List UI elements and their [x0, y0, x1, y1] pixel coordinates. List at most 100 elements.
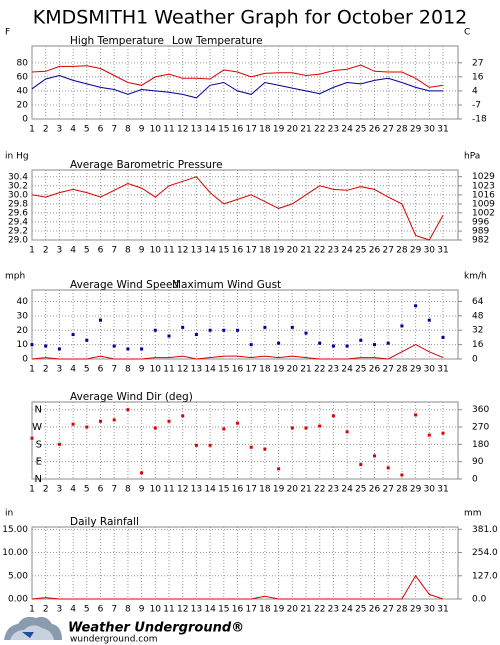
x-tick-label: 8: [125, 485, 131, 495]
x-tick-label: 10: [150, 365, 162, 375]
point: [167, 334, 171, 338]
x-tick-label: 16: [232, 485, 244, 495]
y2-tick-label: 1023: [472, 181, 495, 191]
x-tick-label: 26: [369, 605, 381, 615]
legend-entry: High Temperature: [70, 35, 164, 47]
series-line: [31, 344, 444, 360]
x-tick-label: 1: [29, 125, 35, 135]
y-tick-label: 10.00: [2, 548, 28, 558]
x-tick-label: 29: [410, 485, 422, 495]
x-tick-label: 15: [218, 365, 229, 375]
x-tick-label: 13: [191, 365, 202, 375]
x-tick-label: 14: [204, 125, 216, 135]
y-tick-label: 40: [17, 86, 29, 96]
x-tick-label: 1: [29, 365, 35, 375]
x-tick-label: 2: [43, 246, 49, 256]
x-tick-label: 14: [204, 485, 216, 495]
point: [57, 442, 61, 446]
x-tick-label: 18: [259, 246, 271, 256]
legend-entry: Low Temperature: [172, 35, 263, 47]
y2-tick-label: 127.0: [472, 571, 498, 581]
y2-tick-label: 90: [472, 457, 484, 467]
point: [112, 344, 116, 348]
x-tick-label: 18: [259, 125, 271, 135]
point: [359, 463, 363, 467]
point: [140, 471, 144, 475]
y2-tick-label: 1009: [472, 199, 495, 209]
y-tick-label: E: [36, 457, 42, 468]
legend-entry: Average Wind Speed: [70, 279, 179, 291]
y2-tick-label: 32: [472, 326, 483, 336]
x-tick-label: 7: [111, 365, 117, 375]
y-tick-label: 0: [22, 355, 28, 365]
x-tick-label: 9: [139, 365, 145, 375]
x-tick-label: 12: [177, 485, 188, 495]
x-tick-label: 25: [355, 605, 366, 615]
y2-tick-label: 360: [472, 405, 489, 415]
x-tick-label: 23: [328, 485, 339, 495]
x-tick-label: 24: [341, 125, 353, 135]
point: [236, 421, 239, 425]
point: [153, 426, 157, 430]
point: [249, 445, 253, 449]
y-tick-label: 20: [17, 100, 29, 110]
y2-tick-label: 989: [472, 227, 489, 237]
x-tick-label: 28: [396, 485, 408, 495]
x-tick-label: 17: [245, 125, 256, 135]
x-tick-label: 4: [70, 246, 76, 256]
x-tick-label: 26: [369, 125, 381, 135]
x-tick-label: 23: [328, 246, 339, 256]
y2-axis-unit: C: [464, 28, 470, 38]
x-tick-label: 20: [287, 125, 299, 135]
x-tick-label: 29: [410, 125, 422, 135]
x-tick-label: 3: [57, 365, 63, 375]
y2-tick-label: 180: [472, 440, 489, 450]
point: [386, 341, 390, 345]
point: [318, 341, 322, 345]
x-tick-label: 14: [204, 365, 216, 375]
x-tick-label: 1: [29, 485, 35, 495]
y-tick-label: 29.8: [8, 199, 28, 209]
x-tick-label: 17: [245, 246, 256, 256]
plot-area: [31, 45, 459, 120]
x-tick-label: 11: [163, 605, 174, 615]
x-tick-label: 5: [84, 485, 90, 495]
y-tick-label: 0: [22, 115, 28, 125]
x-tick-label: 8: [125, 246, 131, 256]
point: [414, 413, 418, 417]
y-tick-label: S: [36, 439, 42, 450]
series-line: [31, 574, 444, 600]
x-tick-label: 5: [84, 246, 90, 256]
y2-tick-label: 0: [472, 355, 478, 365]
point: [167, 419, 171, 423]
x-tick-label: 5: [84, 365, 90, 375]
y-tick-label: 29.0: [8, 236, 28, 246]
x-tick-label: 23: [328, 365, 339, 375]
x-tick-label: 19: [273, 485, 285, 495]
point: [290, 325, 294, 329]
y2-tick-label: 64: [472, 297, 484, 307]
brand-url: wunderground.com: [70, 635, 158, 645]
point: [44, 344, 48, 348]
x-tick-label: 4: [70, 125, 76, 135]
x-tick-label: 15: [218, 605, 229, 615]
point: [30, 343, 34, 347]
x-tick-label: 3: [57, 125, 63, 135]
plot-area: [31, 289, 459, 360]
x-tick-label: 22: [314, 125, 325, 135]
point: [236, 328, 239, 332]
x-tick-label: 24: [341, 365, 353, 375]
x-tick-label: 15: [218, 246, 229, 256]
x-tick-label: 20: [287, 365, 299, 375]
point: [290, 426, 294, 430]
x-tick-label: 21: [300, 246, 311, 256]
y-tick-label: 80: [17, 58, 29, 68]
point: [414, 304, 418, 308]
x-tick-label: 6: [98, 485, 104, 495]
x-tick-label: 8: [125, 365, 131, 375]
y2-tick-label: 1029: [472, 172, 495, 182]
x-tick-label: 17: [245, 605, 256, 615]
x-tick-label: 22: [314, 485, 325, 495]
